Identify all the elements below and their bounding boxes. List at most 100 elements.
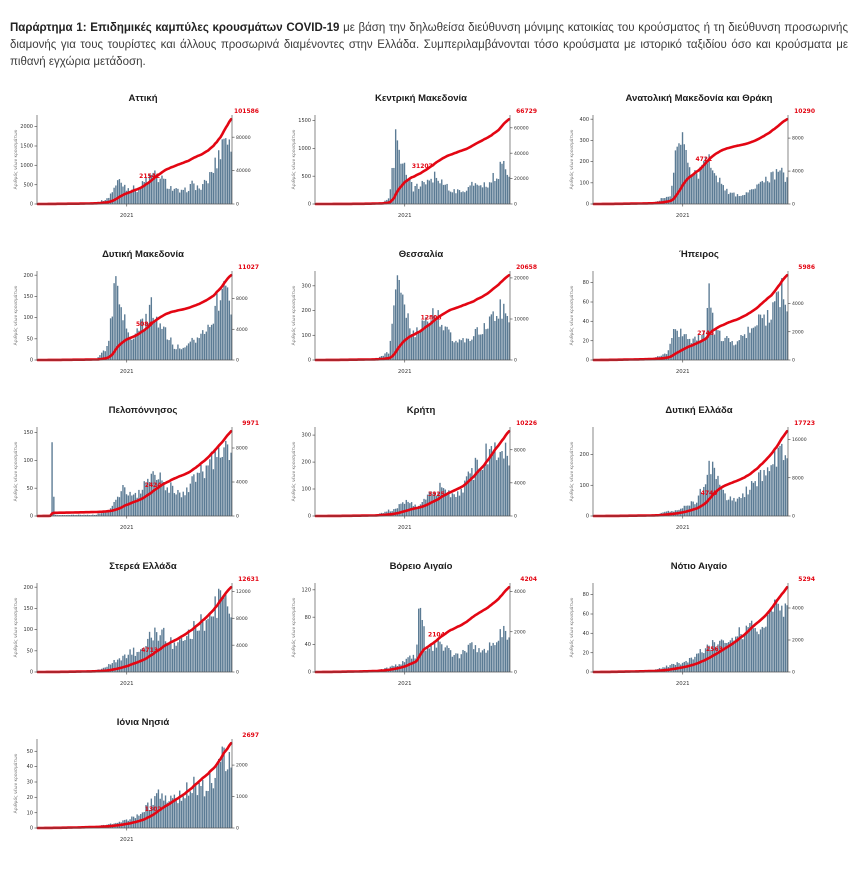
svg-text:2746: 2746 bbox=[697, 330, 714, 337]
epidemic-curve-plot: 0 50 100 150 200 0 4000 8000 2021 Αριθμός νέων κρ… bbox=[12, 264, 259, 375]
svg-text:300: 300 bbox=[301, 433, 311, 439]
svg-text:0: 0 bbox=[308, 202, 311, 208]
svg-text:1500: 1500 bbox=[298, 118, 311, 124]
svg-text:0: 0 bbox=[30, 826, 33, 832]
epidemic-curve-plot: 0 100 200 300 0 10000 20000 2021 Αριθμός νέων κρ… bbox=[290, 264, 537, 375]
svg-text:8000: 8000 bbox=[236, 446, 248, 452]
svg-text:0: 0 bbox=[236, 670, 239, 676]
svg-text:8000: 8000 bbox=[236, 616, 248, 622]
svg-text:2021: 2021 bbox=[120, 681, 134, 687]
svg-text:3925: 3925 bbox=[428, 491, 445, 498]
svg-text:150: 150 bbox=[23, 430, 33, 436]
svg-text:Αριθμός νέων κρουσμάτων: Αριθμός νέων κρουσμάτων bbox=[12, 597, 19, 657]
svg-text:0: 0 bbox=[236, 826, 239, 832]
svg-text:60: 60 bbox=[583, 612, 589, 618]
svg-text:0: 0 bbox=[308, 514, 311, 520]
svg-text:20000: 20000 bbox=[514, 176, 529, 182]
region-chart: Δυτική Μακεδονία 0 50 100 150 200 0 4000 8000 202… bbox=[10, 249, 276, 377]
svg-text:500: 500 bbox=[23, 183, 33, 189]
svg-text:0: 0 bbox=[792, 358, 795, 364]
svg-text:4000: 4000 bbox=[236, 643, 248, 649]
svg-text:2021: 2021 bbox=[120, 213, 134, 219]
svg-text:2000: 2000 bbox=[236, 763, 248, 769]
svg-text:2021: 2021 bbox=[676, 213, 690, 219]
svg-text:2021: 2021 bbox=[398, 681, 412, 687]
svg-text:50: 50 bbox=[27, 337, 33, 343]
svg-text:4000: 4000 bbox=[514, 589, 526, 595]
svg-text:4204: 4204 bbox=[520, 576, 537, 583]
svg-text:2000: 2000 bbox=[514, 630, 526, 636]
region-chart: Ήπειρος 0 20 40 60 80 0 2000 4000 2021 Αριθμός νέω… bbox=[566, 249, 832, 377]
svg-text:16000: 16000 bbox=[792, 437, 807, 443]
caption-body: με βάση την δηλωθείσα διεύθυνση μόνιμης … bbox=[10, 21, 848, 69]
svg-text:40: 40 bbox=[583, 319, 589, 325]
figure-caption: Παράρτημα 1: Επιδημικές καμπύλες κρουσμά… bbox=[10, 20, 848, 72]
svg-text:40: 40 bbox=[305, 642, 311, 648]
svg-text:1500: 1500 bbox=[20, 144, 33, 150]
svg-text:0: 0 bbox=[792, 202, 795, 208]
svg-text:20: 20 bbox=[583, 651, 589, 657]
svg-text:0: 0 bbox=[586, 358, 589, 364]
svg-text:4713: 4713 bbox=[141, 647, 158, 654]
epidemic-curve-plot: 0 50 100 150 200 0 4000 8000 12000 2021 Αριθμός νέ… bbox=[12, 576, 259, 687]
chart-title: Βόρειο Αιγαίο bbox=[389, 561, 453, 573]
svg-text:2000: 2000 bbox=[792, 330, 804, 336]
svg-text:0: 0 bbox=[236, 514, 239, 520]
region-chart: Νότιο Αιγαίο 0 20 40 60 80 0 2000 4000 2021 Αριθμό… bbox=[566, 561, 832, 689]
svg-text:0: 0 bbox=[236, 202, 239, 208]
caption-lead: Παράρτημα 1: bbox=[10, 21, 87, 34]
region-chart: Πελοπόννησος 0 50 100 150 0 4000 8000 2021 Αριθμό… bbox=[10, 405, 276, 533]
svg-text:8000: 8000 bbox=[792, 476, 804, 482]
svg-text:2000: 2000 bbox=[792, 638, 804, 644]
svg-text:0: 0 bbox=[586, 202, 589, 208]
svg-text:17723: 17723 bbox=[794, 420, 815, 427]
svg-text:Αριθμός νέων κρουσμάτων: Αριθμός νέων κρουσμάτων bbox=[568, 285, 575, 345]
svg-text:150: 150 bbox=[23, 294, 33, 300]
svg-text:80: 80 bbox=[583, 592, 589, 598]
svg-text:100: 100 bbox=[579, 483, 589, 489]
svg-text:31207: 31207 bbox=[412, 163, 433, 170]
svg-text:1302: 1302 bbox=[145, 806, 162, 813]
svg-text:50: 50 bbox=[27, 749, 33, 755]
chart-title: Κεντρική Μακεδονία bbox=[374, 93, 468, 105]
svg-text:200: 200 bbox=[579, 159, 589, 165]
chart-title: Δυτική Μακεδονία bbox=[102, 249, 184, 261]
svg-text:4721: 4721 bbox=[695, 156, 712, 163]
svg-text:2000: 2000 bbox=[20, 124, 33, 130]
svg-text:1000: 1000 bbox=[298, 146, 311, 152]
svg-text:9971: 9971 bbox=[242, 420, 259, 427]
svg-text:200: 200 bbox=[579, 452, 589, 458]
svg-text:Αριθμός νέων κρουσμάτων: Αριθμός νέων κρουσμάτων bbox=[568, 441, 575, 501]
svg-text:2021: 2021 bbox=[398, 213, 412, 219]
svg-text:12808: 12808 bbox=[421, 315, 442, 322]
caption-title: Επιδημικές καμπύλες κρουσμάτων COVID-19 bbox=[86, 21, 340, 34]
chart-title: Ιόνια Νησιά bbox=[116, 717, 170, 729]
svg-text:0: 0 bbox=[30, 514, 33, 520]
region-chart: Κρήτη 0 100 200 300 0 4000 8000 2021 Αριθμός νέων… bbox=[288, 405, 554, 533]
svg-text:2021: 2021 bbox=[120, 525, 134, 531]
epidemic-curve-plot: 0 20 40 60 80 0 2000 4000 2021 Αριθμός νέων κρουσ… bbox=[568, 264, 815, 375]
svg-text:5986: 5986 bbox=[798, 264, 815, 271]
svg-text:Αριθμός νέων κρουσμάτων: Αριθμός νέων κρουσμάτων bbox=[12, 285, 19, 345]
region-chart: Θεσσαλία 0 100 200 300 0 10000 20000 2021 Αριθμός… bbox=[288, 249, 554, 377]
svg-text:1000: 1000 bbox=[20, 163, 33, 169]
svg-text:100: 100 bbox=[23, 315, 33, 321]
svg-text:100: 100 bbox=[301, 333, 311, 339]
svg-text:Αριθμός νέων κρουσμάτων: Αριθμός νέων κρουσμάτων bbox=[568, 129, 575, 189]
svg-text:20000: 20000 bbox=[514, 276, 529, 282]
svg-text:80: 80 bbox=[305, 615, 311, 621]
epidemic-curve-plot: 0 500 1000 1500 0 20000 40000 60000 2021 Αριθμός … bbox=[290, 108, 537, 219]
chart-title: Κρήτη bbox=[406, 405, 436, 417]
svg-text:200: 200 bbox=[23, 585, 33, 591]
chart-title: Ανατολική Μακεδονία και Θράκη bbox=[625, 93, 773, 105]
svg-text:1000: 1000 bbox=[236, 794, 248, 800]
chart-title: Θεσσαλία bbox=[398, 249, 444, 261]
svg-text:0: 0 bbox=[514, 670, 517, 676]
region-chart: Κεντρική Μακεδονία 0 500 1000 1500 0 20000 4000… bbox=[288, 93, 554, 221]
svg-text:100: 100 bbox=[23, 458, 33, 464]
svg-text:2424: 2424 bbox=[145, 482, 162, 489]
svg-text:5084: 5084 bbox=[136, 321, 153, 328]
svg-text:0: 0 bbox=[308, 358, 311, 364]
svg-text:2021: 2021 bbox=[398, 369, 412, 375]
